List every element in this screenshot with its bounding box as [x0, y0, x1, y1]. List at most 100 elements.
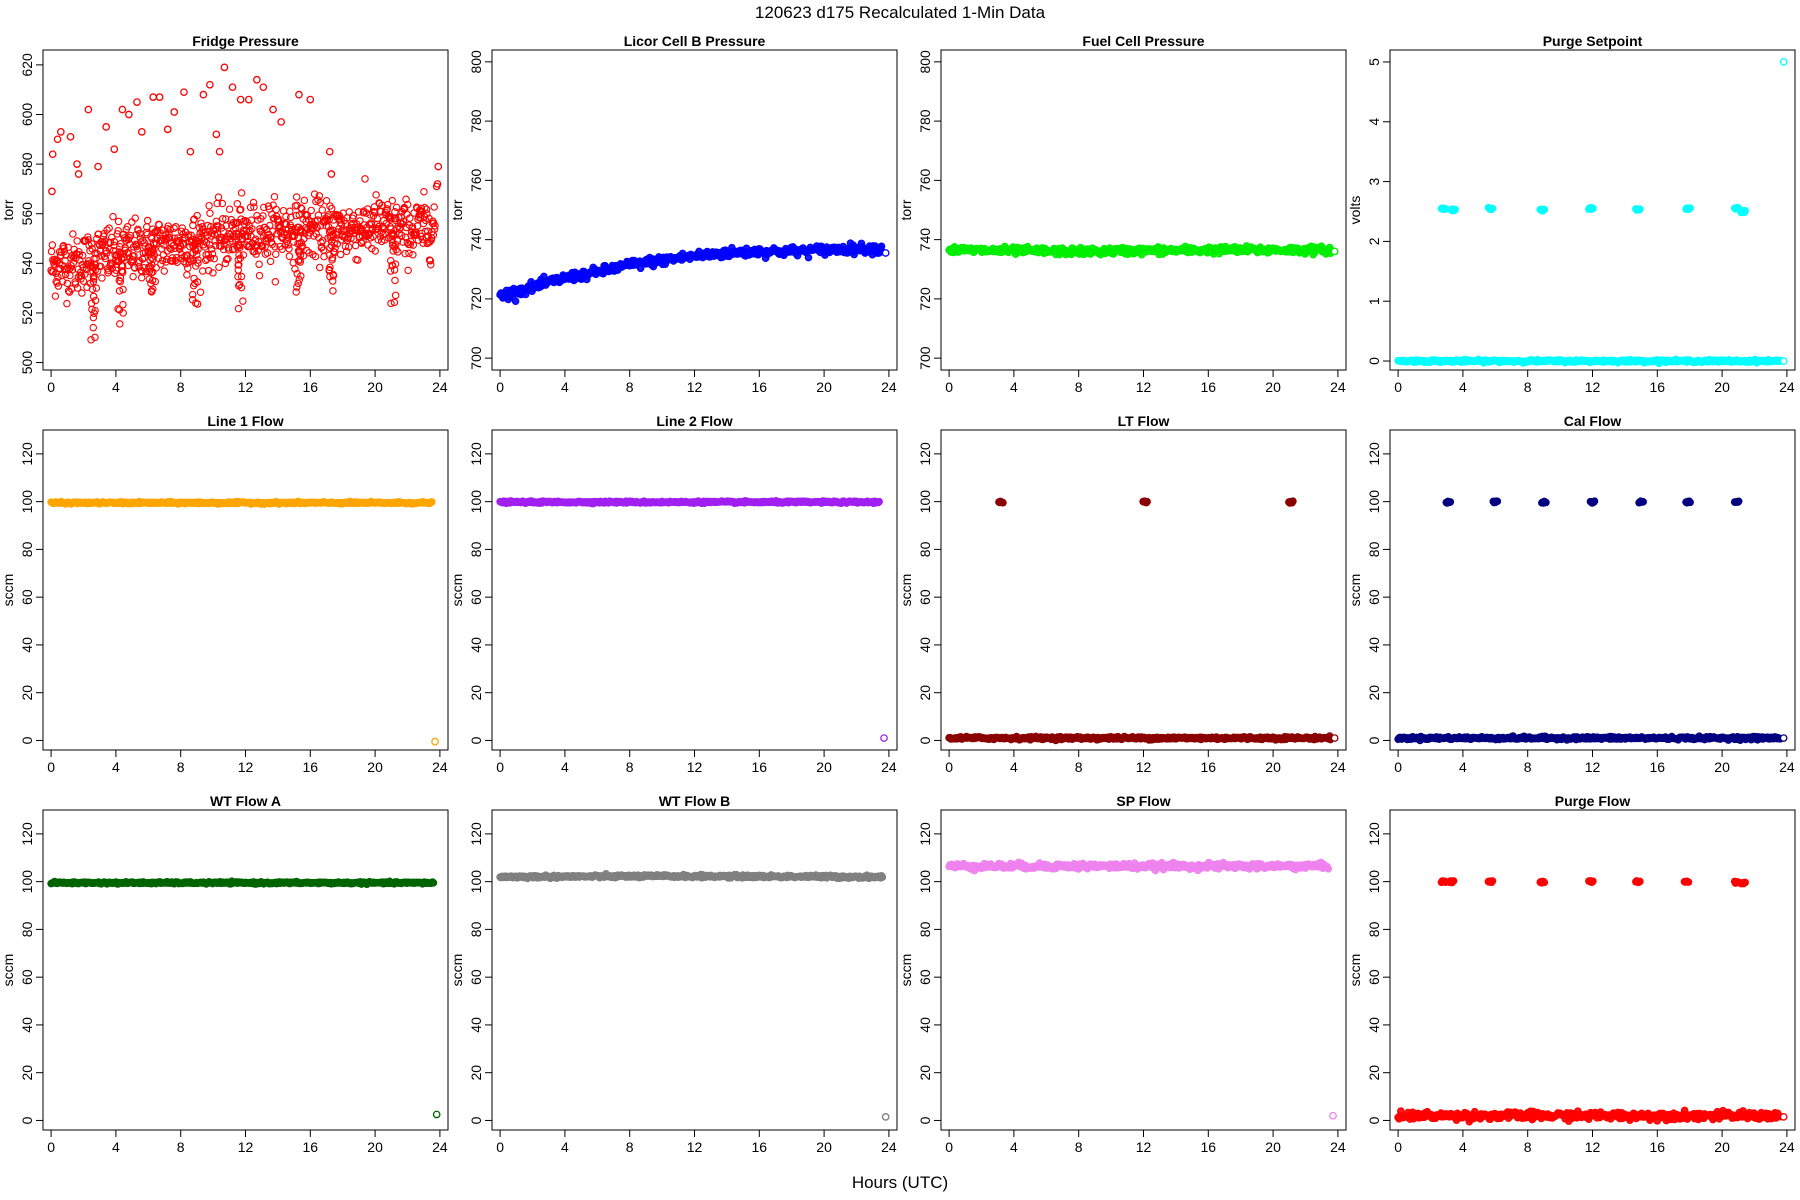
data-points: [47, 497, 439, 746]
dip-point: [329, 272, 338, 280]
y-tick-label: 780: [917, 109, 933, 133]
point: [391, 214, 400, 223]
point: [250, 203, 258, 211]
point: [118, 105, 127, 114]
point: [325, 216, 333, 224]
point: [206, 209, 214, 218]
point: [215, 263, 223, 272]
point: [75, 251, 84, 259]
y-tick-label: 540: [19, 251, 35, 275]
point: [58, 277, 67, 286]
point: [427, 498, 436, 506]
point: [430, 203, 438, 211]
cluster-point: [1488, 204, 1497, 213]
point: [79, 277, 88, 285]
data-points: [496, 496, 888, 742]
dip-point: [325, 251, 334, 259]
point: [336, 218, 344, 227]
point: [103, 226, 111, 234]
dip-point: [119, 285, 127, 294]
y-tick-label: 800: [468, 50, 484, 74]
point: [203, 231, 212, 240]
point: [419, 239, 427, 247]
point: [211, 241, 220, 250]
point: [297, 204, 305, 212]
x-tick-label: 4: [1010, 759, 1018, 775]
plot-frame: [491, 429, 898, 751]
dip-point: [91, 333, 99, 342]
point: [282, 220, 291, 228]
dip-point: [234, 240, 243, 248]
x-tick-label: 0: [496, 379, 504, 395]
y-tick-label: 720: [468, 287, 484, 311]
y-tick-label: 100: [468, 490, 484, 514]
point: [1779, 58, 1788, 66]
x-tick-label: 8: [1075, 759, 1083, 775]
point: [306, 95, 315, 104]
dip-point: [296, 256, 304, 264]
plot-frame: [1389, 429, 1796, 751]
point: [249, 198, 258, 207]
y-axis-label: sccm: [898, 574, 914, 607]
point: [292, 211, 300, 220]
dip-point: [237, 272, 246, 281]
point: [47, 247, 56, 256]
point: [73, 160, 81, 168]
point: [210, 254, 218, 263]
point: [220, 63, 229, 72]
y-tick-label: 20: [917, 685, 933, 701]
point: [406, 240, 415, 249]
point: [133, 98, 141, 106]
point: [123, 222, 132, 231]
point: [402, 195, 410, 204]
dip-point: [190, 274, 198, 283]
dip-point: [235, 261, 243, 269]
dip-point: [188, 290, 197, 299]
point: [201, 243, 209, 251]
cluster-point: [1686, 498, 1694, 507]
cluster-point: [1636, 205, 1644, 213]
dip-point: [147, 288, 156, 296]
point: [259, 83, 268, 92]
point: [325, 147, 334, 156]
y-tick-label: 580: [19, 152, 35, 176]
plot-frame: [42, 429, 449, 751]
point: [148, 234, 156, 243]
panel-title: WT Flow A: [210, 793, 281, 809]
point: [258, 242, 267, 251]
point: [149, 239, 158, 248]
point: [101, 237, 109, 245]
dip-point: [294, 279, 302, 288]
y-tick-label: 20: [468, 685, 484, 701]
point: [104, 266, 113, 275]
dip-point: [149, 268, 157, 276]
y-tick-label: 60: [19, 589, 35, 605]
x-tick-label: 4: [1459, 379, 1467, 395]
point: [149, 93, 158, 101]
point: [392, 203, 401, 212]
y-axis-label: sccm: [0, 954, 16, 987]
point: [71, 280, 80, 288]
x-tick-label: 8: [1075, 379, 1083, 395]
point: [434, 162, 443, 171]
point: [1779, 357, 1788, 365]
point: [266, 257, 275, 266]
point: [291, 265, 299, 273]
point: [252, 75, 261, 84]
point: [248, 225, 256, 233]
dip-point: [188, 296, 197, 304]
x-tick-label: 24: [881, 379, 897, 395]
dip-point: [234, 304, 243, 313]
point: [327, 226, 335, 235]
y-tick-label: 80: [19, 921, 35, 937]
point: [387, 215, 395, 223]
point: [430, 225, 439, 233]
point: [307, 206, 315, 215]
dip-point: [239, 297, 247, 305]
point: [292, 193, 301, 201]
point: [405, 249, 413, 257]
x-tick-label: 4: [112, 759, 120, 775]
x-tick-label: 8: [177, 759, 185, 775]
